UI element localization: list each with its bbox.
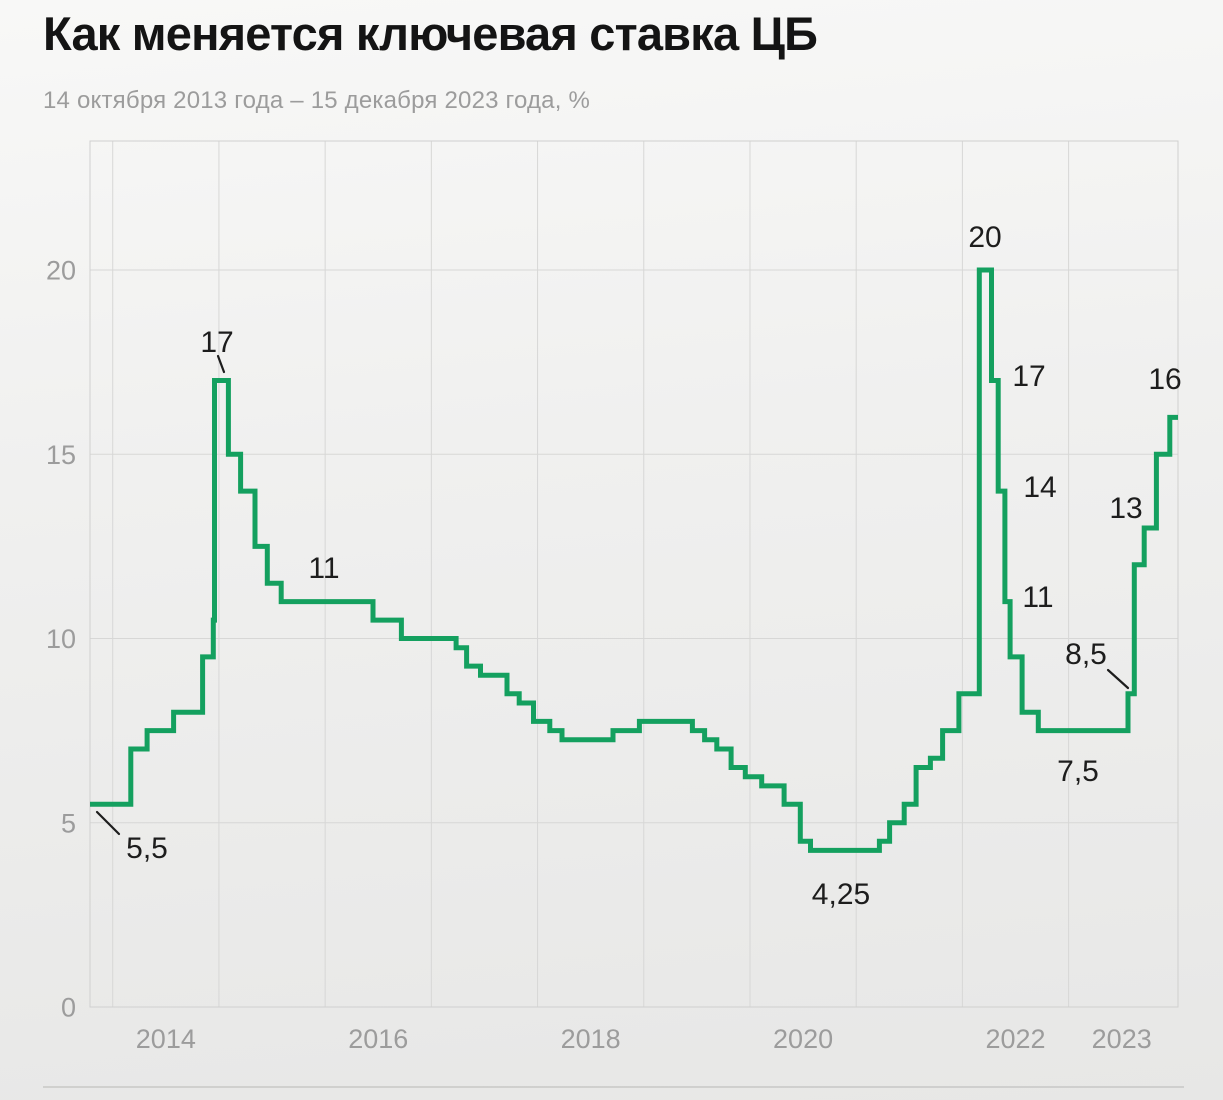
annotation-11: 11 (1022, 581, 1053, 614)
annotation-4,25: 4,25 (812, 878, 870, 911)
x-axis-label-2022: 2022 (985, 1024, 1045, 1054)
x-axis-label-2023: 2023 (1092, 1024, 1152, 1054)
annotation-leader-5,5 (95, 810, 121, 836)
annotation-14: 14 (1023, 471, 1056, 504)
annotation-leader-8,5 (1106, 668, 1130, 690)
y-axis-label-10: 10 (46, 624, 76, 654)
annotation-20: 20 (968, 221, 1001, 254)
annotation-11: 11 (308, 552, 339, 585)
annotation-13: 13 (1109, 492, 1142, 525)
y-axis-label-15: 15 (46, 440, 76, 470)
annotation-16: 16 (1148, 363, 1181, 396)
annotation-8,5: 8,5 (1065, 638, 1107, 671)
annotation-17: 17 (200, 326, 233, 359)
x-axis-label-2020: 2020 (773, 1024, 833, 1054)
x-axis-label-2014: 2014 (136, 1024, 196, 1054)
x-axis-label-2016: 2016 (348, 1024, 408, 1054)
x-axis-label-2018: 2018 (561, 1024, 621, 1054)
annotation-5,5: 5,5 (126, 832, 168, 865)
annotation-leader-17 (216, 354, 226, 374)
y-axis-label-5: 5 (61, 808, 76, 838)
y-axis-label-20: 20 (46, 256, 76, 286)
chart-title: Как меняется ключевая ставка ЦБ (43, 7, 818, 60)
plot-area-border (89, 140, 1179, 1008)
annotation-17: 17 (1012, 360, 1045, 393)
chart-subtitle: 14 октября 2013 года – 15 декабря 2023 г… (43, 87, 591, 114)
y-axis-label-0: 0 (61, 993, 76, 1023)
key-rate-line (90, 267, 1178, 853)
annotation-7,5: 7,5 (1057, 755, 1099, 788)
